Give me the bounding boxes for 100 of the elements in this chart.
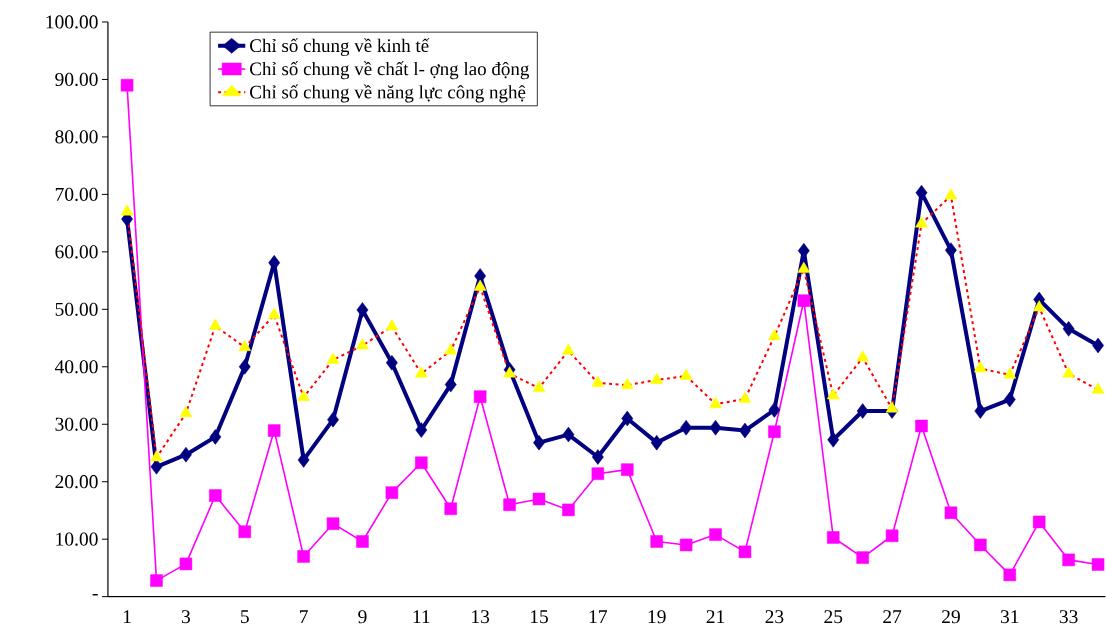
point — [826, 388, 840, 400]
point — [856, 403, 869, 419]
x-tick-label: 21 — [706, 610, 725, 624]
x-tick-label: 29 — [942, 610, 960, 624]
point — [650, 535, 663, 548]
x-tick-label: 11 — [413, 610, 430, 624]
point — [297, 452, 310, 468]
point — [1003, 568, 1017, 582]
x-tick-label: 25 — [824, 610, 843, 624]
y-tick-label: 90.00 — [55, 73, 98, 87]
point — [473, 390, 487, 404]
x-tick-label: 19 — [648, 610, 666, 624]
point — [591, 467, 605, 481]
point — [738, 545, 752, 559]
point — [444, 502, 457, 516]
point — [621, 410, 634, 427]
point — [856, 551, 869, 564]
x-tick-label: 15 — [530, 610, 548, 624]
point — [944, 506, 958, 520]
point — [826, 531, 840, 544]
point — [1062, 366, 1075, 378]
x-tick-label: 1 — [123, 610, 131, 624]
point — [915, 216, 928, 228]
point — [179, 557, 193, 571]
point — [385, 486, 399, 500]
point — [386, 355, 398, 371]
x-tick-label: 5 — [241, 610, 249, 624]
y-tick-label: - — [92, 594, 98, 596]
legend-label: Chỉ số chung về kinh tế — [250, 38, 430, 57]
point — [1032, 300, 1046, 312]
point — [1091, 382, 1105, 394]
point — [974, 538, 987, 552]
point — [709, 397, 722, 409]
point — [120, 79, 134, 92]
point — [120, 204, 134, 216]
point — [180, 447, 192, 463]
point — [591, 375, 605, 387]
point — [1062, 553, 1075, 567]
x-tick-label: 17 — [589, 610, 608, 624]
x-tick-label: 13 — [472, 610, 490, 624]
point — [679, 368, 693, 380]
x-tick-label: 27 — [883, 610, 902, 624]
point — [856, 350, 869, 362]
point — [238, 525, 252, 539]
point — [944, 188, 958, 200]
point — [415, 456, 428, 470]
x-tick-label: 9 — [358, 610, 367, 624]
y-tick-label: 100.00 — [46, 15, 98, 29]
y-tick-label: 10.00 — [56, 532, 98, 546]
point — [768, 425, 781, 439]
point — [209, 318, 222, 330]
x-tick-label: 3 — [181, 610, 191, 624]
point — [1003, 367, 1017, 379]
point — [415, 422, 428, 438]
point — [297, 390, 310, 402]
point — [945, 242, 957, 259]
y-tick-label: 30.00 — [55, 417, 98, 432]
point — [444, 343, 458, 355]
point — [562, 503, 575, 517]
legend-label: Chỉ số chung về năng lực công nghệ — [250, 84, 526, 103]
point — [385, 319, 399, 331]
point — [768, 402, 781, 418]
y-tick-label: 70.00 — [55, 187, 98, 202]
point — [797, 294, 811, 308]
point — [680, 420, 692, 436]
point — [356, 535, 369, 548]
point — [532, 380, 546, 392]
point — [591, 449, 604, 465]
point — [974, 361, 987, 373]
point — [532, 492, 546, 506]
x-tick-label: 33 — [1059, 610, 1078, 624]
y-tick-label: 20.00 — [55, 475, 98, 489]
x-tick-label: 23 — [765, 610, 784, 624]
point — [621, 463, 634, 477]
point — [444, 377, 457, 393]
point — [150, 450, 163, 462]
legend-label: Chỉ số chung về chất l- ợng lao động — [250, 61, 530, 80]
point — [885, 401, 899, 413]
x-tick-label: 31 — [1000, 610, 1019, 624]
point — [679, 538, 693, 552]
point — [768, 329, 781, 341]
point — [738, 391, 752, 403]
point — [1092, 337, 1104, 354]
y-tick-label: 50.00 — [55, 302, 98, 317]
point — [1091, 558, 1105, 571]
point — [267, 308, 281, 319]
point — [650, 372, 663, 384]
point — [827, 432, 840, 448]
point — [326, 517, 340, 531]
point — [797, 262, 811, 274]
point — [503, 366, 516, 378]
point — [739, 423, 751, 439]
point — [356, 302, 369, 318]
point — [503, 498, 516, 512]
point — [150, 459, 163, 475]
point — [297, 550, 310, 563]
y-tick-label: 80.00 — [55, 130, 98, 144]
point — [267, 424, 281, 437]
y-tick-label: 40.00 — [54, 360, 98, 374]
point — [620, 378, 634, 390]
